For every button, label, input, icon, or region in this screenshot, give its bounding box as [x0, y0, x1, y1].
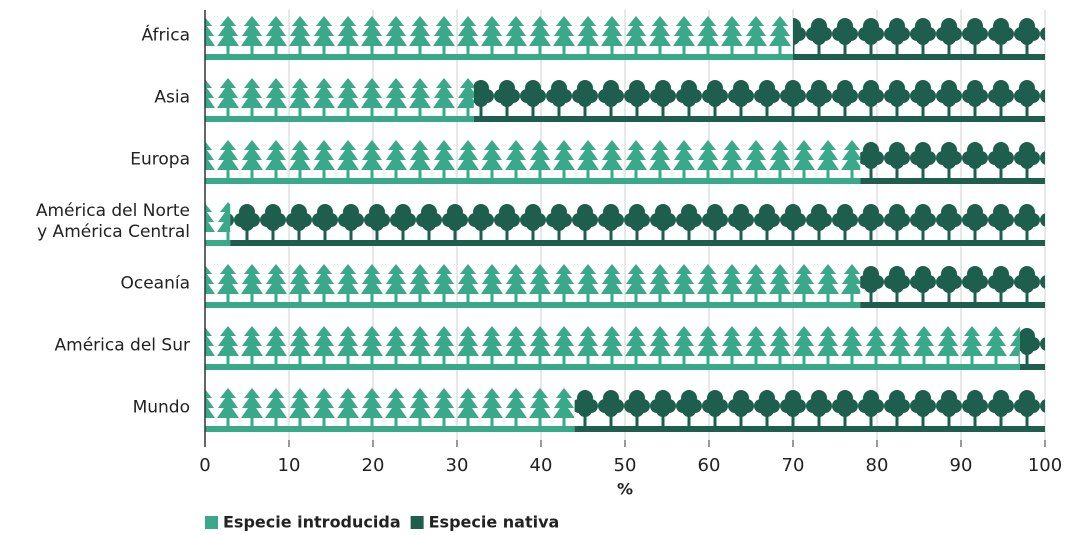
bar-segment [860, 260, 1045, 308]
bar-segment [205, 198, 231, 246]
y-tick-label: Europa [130, 149, 190, 170]
bar-segment [205, 384, 575, 432]
row [205, 260, 1045, 308]
bar-segment [230, 198, 1045, 246]
bar-segment [205, 260, 861, 308]
x-tick-label: 70 [782, 455, 805, 476]
bar-segment [860, 136, 1045, 184]
row [205, 136, 1045, 184]
row [205, 74, 1045, 122]
bar-segment [1019, 322, 1045, 370]
row [205, 322, 1045, 370]
row [205, 12, 1045, 60]
bar-segment [574, 384, 1045, 432]
bar-segment [473, 74, 1045, 122]
x-tick-label: 80 [866, 455, 889, 476]
legend-label: Especie nativa [429, 513, 560, 532]
bars [205, 12, 1045, 432]
x-tick-label: 30 [446, 455, 469, 476]
legend-label: Especie introducida [223, 513, 401, 532]
x-axis-label: % [617, 480, 633, 499]
x-tick-label: 20 [362, 455, 385, 476]
bar-segment [205, 74, 474, 122]
x-tick-label: 10 [278, 455, 301, 476]
x-tick-label: 90 [950, 455, 973, 476]
y-tick-label: Oceanía [120, 273, 190, 294]
x-tick-label: 50 [614, 455, 637, 476]
y-tick-label: Asia [154, 87, 190, 108]
x-tick-label: 0 [199, 455, 210, 476]
x-tick-label: 40 [530, 455, 553, 476]
x-tick-label: 60 [698, 455, 721, 476]
bar-segment [205, 12, 793, 60]
row [205, 384, 1045, 432]
bar-segment [205, 322, 1020, 370]
x-tick-label: 100 [1028, 455, 1062, 476]
y-tick-label: América del Sur [54, 335, 190, 356]
legend-swatch [205, 516, 218, 529]
y-tick-label: Mundo [132, 397, 190, 418]
y-tick-label: América del Norte y América Central [35, 201, 190, 242]
bar-segment [205, 136, 861, 184]
bar-segment [793, 12, 1045, 60]
y-tick-label: África [141, 25, 191, 46]
legend-swatch [410, 516, 424, 529]
legend: Especie introducida Especie nativa [205, 513, 559, 532]
row [205, 198, 1045, 246]
